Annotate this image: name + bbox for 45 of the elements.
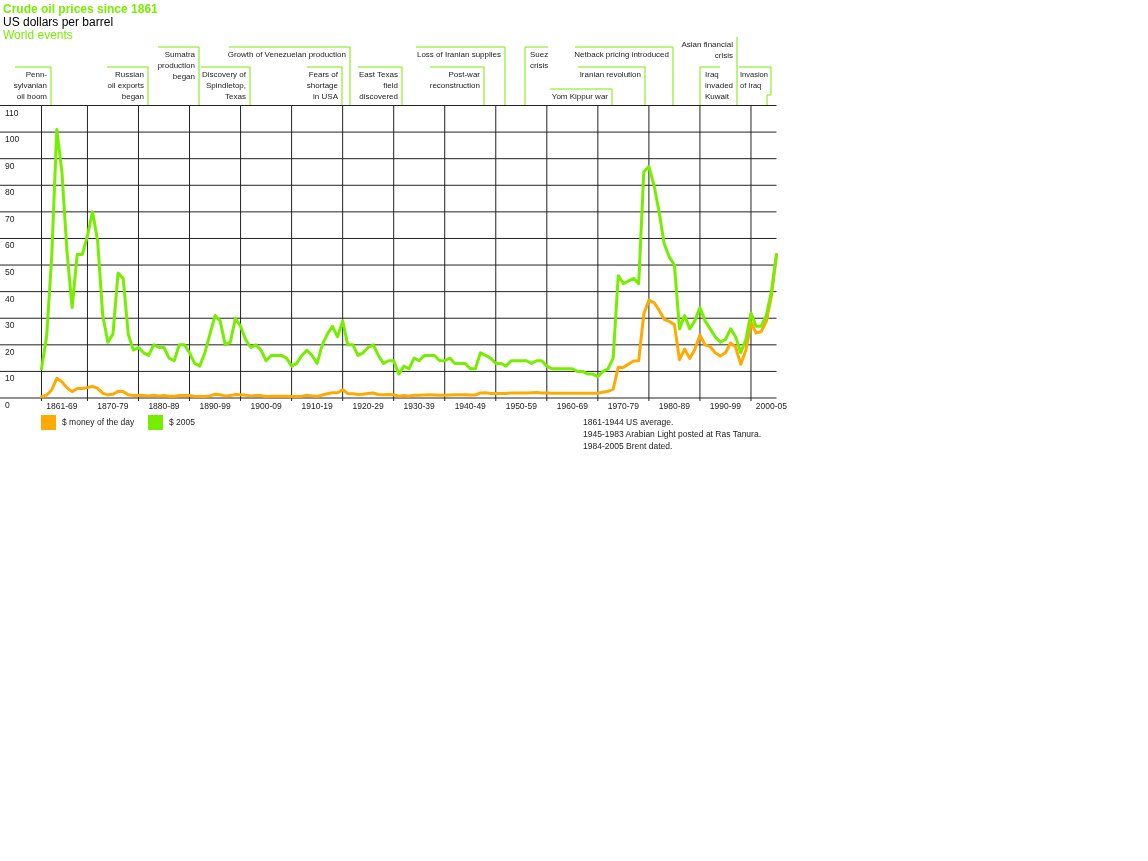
x-tick-label: 1910-19 <box>301 401 333 411</box>
x-tick-label: 2000-05 <box>755 401 788 411</box>
y-tick-label: 110 <box>5 107 19 118</box>
chart-subtitle: US dollars per barrel <box>3 15 114 29</box>
x-tick-label: 1861-69 <box>46 401 78 411</box>
text: Loss of Iranian supplies <box>416 50 501 59</box>
text: Yom Kippur war <box>551 92 609 101</box>
y-tick-label: 100 <box>5 134 20 145</box>
y-tick-label: 50 <box>5 267 15 278</box>
chart-title: Crude oil prices since 1861 <box>3 2 159 16</box>
x-tick-label: 1890-99 <box>199 401 231 411</box>
text: 1984-2005 Brent dated. <box>583 441 673 451</box>
y-tick-label: 70 <box>5 213 15 224</box>
legend-label: $ money of the day <box>62 417 136 427</box>
text: Netback pricing introduced <box>574 50 669 59</box>
x-tick-label: 1930-39 <box>403 401 436 411</box>
text: World events <box>3 28 73 42</box>
y-tick-label: 80 <box>5 187 15 198</box>
x-tick-label: 1990-99 <box>709 401 742 411</box>
x-tick-label: 1970-79 <box>607 401 640 411</box>
y-tick-label: 0 <box>5 400 10 410</box>
text: Iranian revolution <box>579 70 641 79</box>
x-tick-label: 1960-69 <box>556 401 589 411</box>
text: Post-war reconstruction <box>429 70 481 90</box>
text: 1945-1983 Arabian Light posted at Ras Tanura. <box>583 429 762 439</box>
text: Suez crisis <box>530 50 549 70</box>
y-tick-label: 30 <box>5 320 15 331</box>
x-tick-label: 1870-79 <box>97 401 129 411</box>
x-tick-label: 1940-49 <box>454 401 487 411</box>
y-tick-label: 90 <box>5 160 15 171</box>
x-tick-label: 1900-09 <box>250 401 282 411</box>
y-tick-label: 60 <box>5 240 15 251</box>
y-tick-label: 40 <box>5 293 15 304</box>
x-tick-label: 1950-59 <box>505 401 538 411</box>
legend-label: $ 2005 <box>169 417 196 427</box>
x-tick-label: 1980-89 <box>658 401 691 411</box>
y-tick-label: 10 <box>5 373 15 384</box>
text: Iraq invaded Kuwait <box>705 70 734 101</box>
x-tick-label: 1920-29 <box>352 401 385 411</box>
text: Growth of Venezuelan production <box>227 50 346 59</box>
text: Sumatra production began <box>157 50 196 81</box>
text: 1861-1944 US average. <box>583 417 674 427</box>
x-tick-label: 1880-89 <box>148 401 180 411</box>
text: Asian financial crisis <box>681 40 734 60</box>
y-tick-label: 20 <box>5 346 15 357</box>
